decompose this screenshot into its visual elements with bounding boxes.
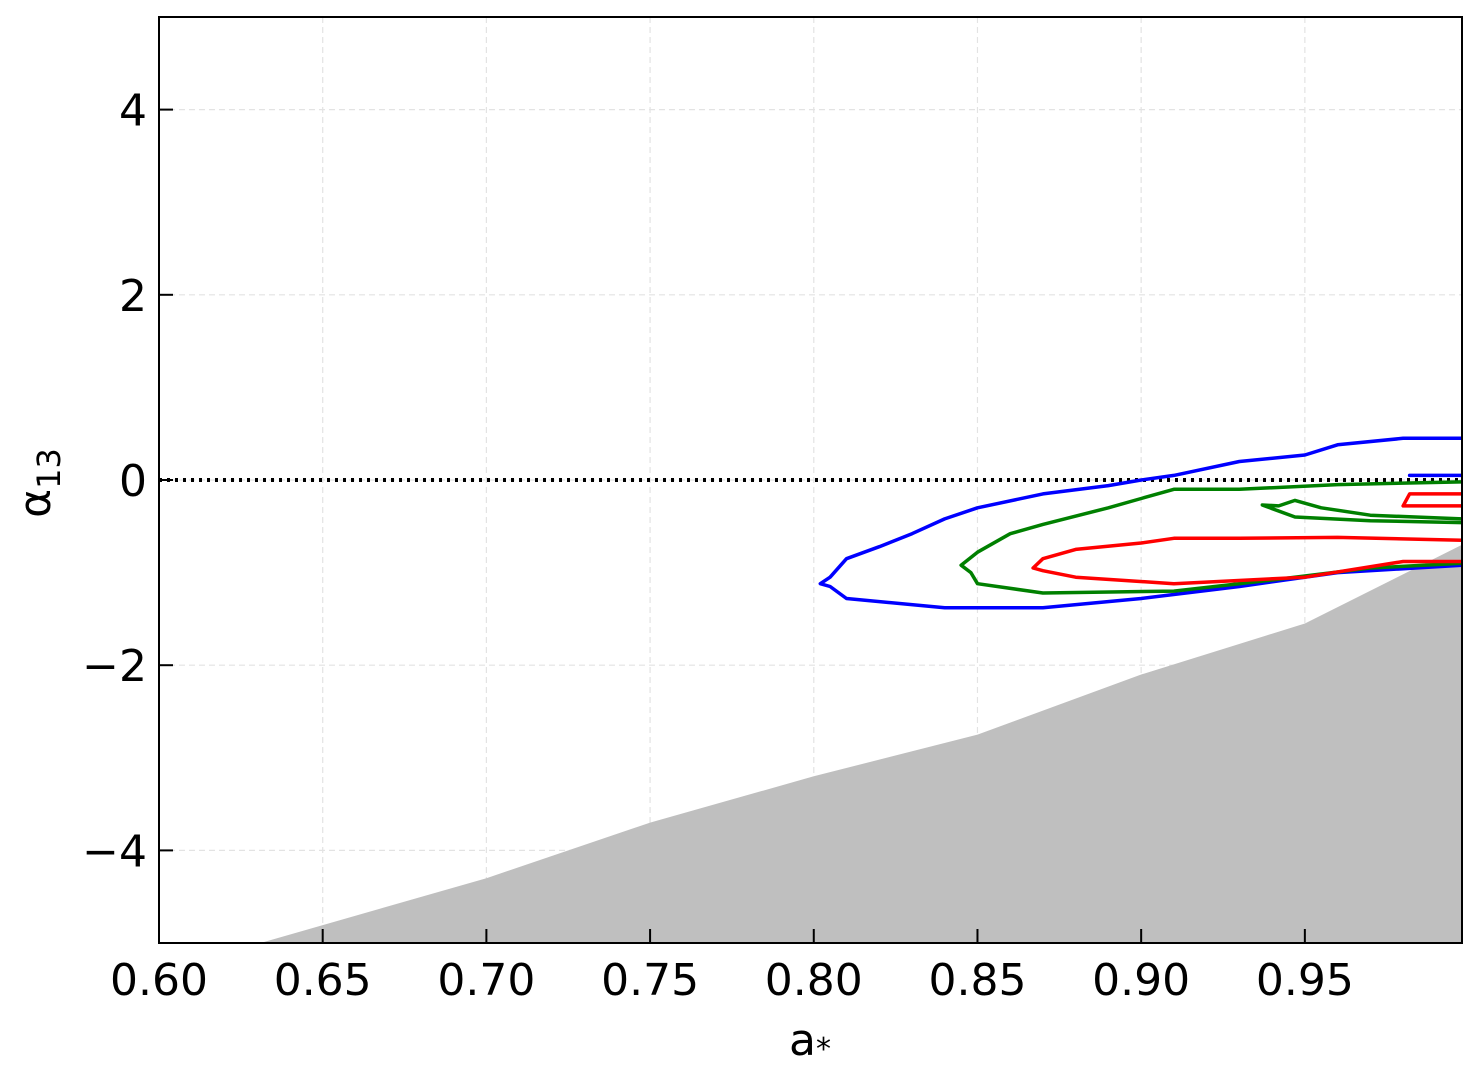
x-tick-label: 0.80 xyxy=(765,955,863,1006)
x-tick-label: 0.65 xyxy=(274,955,372,1006)
x-tick-label: 0.85 xyxy=(928,955,1026,1006)
excluded-region xyxy=(260,544,1462,943)
contour-line xyxy=(959,480,1462,595)
axis-ticks: 0.60 0.65 0.70 0.75 0.80 0.85 0.90 0.95 −4 −2 0 2 4 xyxy=(82,86,1354,1006)
contour-line xyxy=(1401,492,1462,508)
x-tick-label: 0.95 xyxy=(1256,955,1354,1006)
y-axis-label-main: α xyxy=(10,489,61,518)
contour-layer xyxy=(818,436,1462,610)
y-tick-label: −2 xyxy=(82,641,147,692)
y-tick-label: 4 xyxy=(119,86,147,137)
contour-line xyxy=(1260,498,1462,525)
x-tick-label: 0.70 xyxy=(437,955,535,1006)
y-axis-label: α13 xyxy=(10,448,68,518)
x-axis-label-subscript: * xyxy=(816,1032,831,1067)
y-tick-label: 2 xyxy=(119,271,147,322)
y-axis-label-subscript: 13 xyxy=(30,448,68,489)
x-tick-label: 0.60 xyxy=(110,955,208,1006)
contour-line xyxy=(1031,535,1462,586)
x-tick-label: 0.90 xyxy=(1092,955,1190,1006)
x-tick-label: 0.75 xyxy=(601,955,699,1006)
excluded-region-layer xyxy=(260,544,1462,943)
x-axis-label: a* xyxy=(789,1015,831,1067)
contour-line xyxy=(818,436,1462,610)
y-tick-label: 0 xyxy=(119,456,147,507)
y-tick-label: −4 xyxy=(82,826,147,877)
x-axis-label-main: a xyxy=(789,1015,816,1066)
